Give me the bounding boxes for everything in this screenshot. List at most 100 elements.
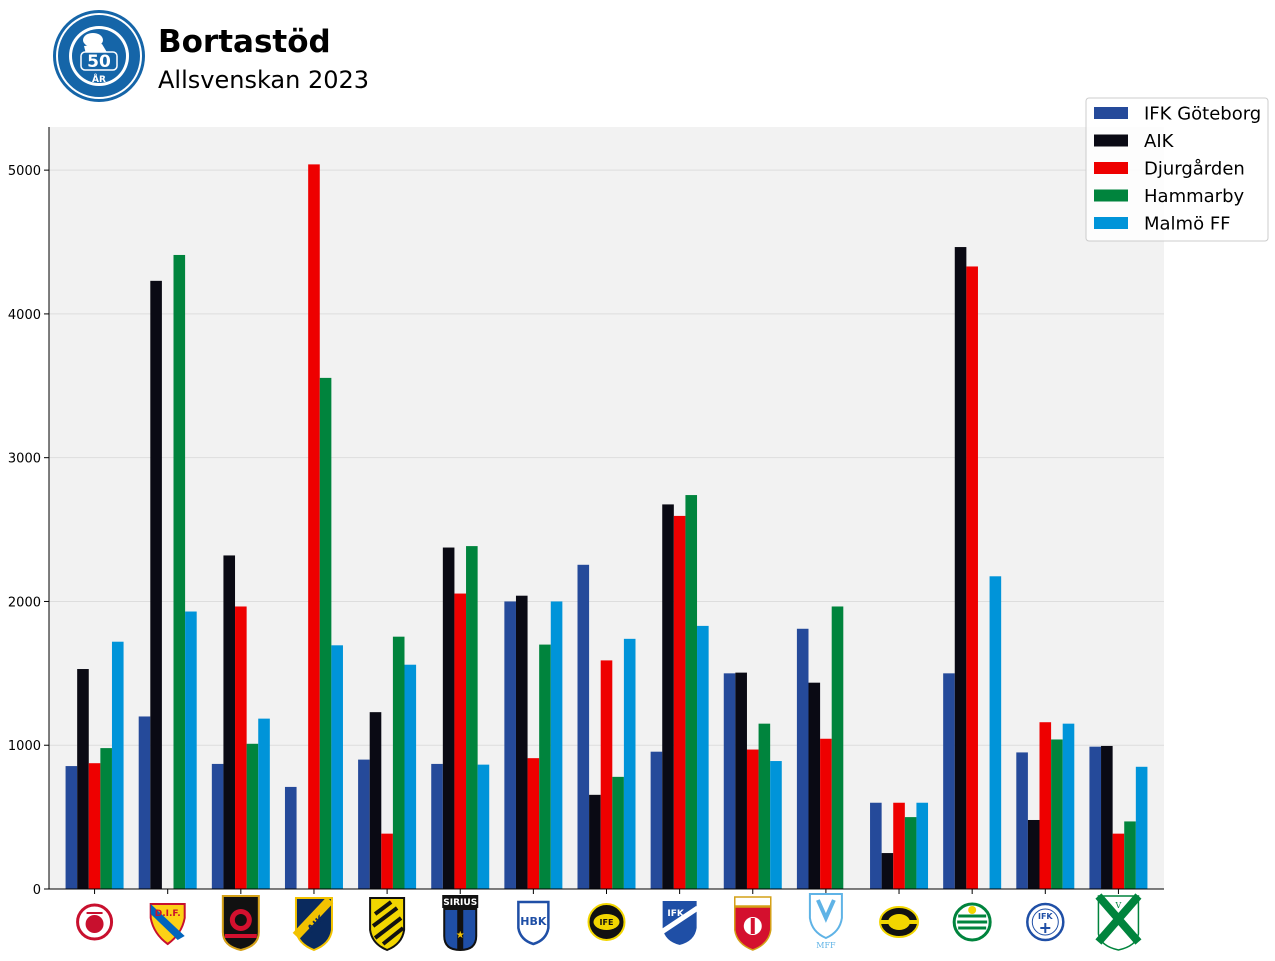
bar-0a0a14-2: [223, 555, 236, 889]
legend-swatch: [1094, 189, 1128, 202]
bar-254a9a-7: [577, 564, 590, 889]
legend-swatch: [1094, 162, 1128, 174]
bar-ee0000-12: [966, 266, 978, 889]
aik-crest-icon: AIK: [292, 896, 334, 952]
bar-0a0a14-1: [150, 280, 162, 889]
svg-text:IFE: IFE: [600, 918, 614, 927]
bar-00843d-8: [685, 495, 698, 889]
legend-label: IFK Göteborg: [1144, 104, 1261, 125]
bar-0a0a14-10: [808, 682, 821, 889]
degerfors-crest-icon: [734, 896, 772, 951]
bar-0a0a14-11: [881, 853, 894, 889]
legend-swatch: [1094, 217, 1128, 229]
bar-254a9a-5: [431, 763, 443, 889]
bar-0094d9-4: [404, 664, 417, 889]
bar-00843d-9: [758, 723, 771, 889]
bar-ee0000-10: [820, 738, 832, 889]
svg-text:HBK: HBK: [520, 915, 547, 928]
bar-254a9a-11: [870, 802, 882, 889]
bar-ee0000-11: [893, 802, 905, 889]
bar-0a0a14-12: [954, 247, 967, 889]
legend-label: Hammarby: [1144, 186, 1244, 207]
bar-00843d-1: [173, 254, 186, 889]
bar-ee0000-6: [527, 758, 540, 889]
bar-0094d9-7: [623, 638, 636, 889]
y-axis-ticks: 0 1000 2000 3000 4000 5000: [8, 164, 49, 898]
bar-ee0000-2: [235, 606, 247, 889]
sirius-crest-icon: SIRIUS ★: [442, 895, 479, 952]
bar-0a0a14-8: [662, 504, 674, 889]
varbergs-bois-crest-icon: V: [1095, 893, 1142, 951]
bar-0094d9-0: [111, 641, 124, 889]
bar-254a9a-3: [284, 786, 297, 889]
chart-subtitle: Allsvenskan 2023: [158, 66, 369, 94]
malmo-ff-crest-icon: MFF: [808, 893, 843, 950]
bar-254a9a-1: [138, 716, 151, 889]
bar-254a9a-8: [650, 751, 663, 889]
bar-0a0a14-7: [589, 794, 601, 889]
bar-254a9a-10: [796, 628, 809, 889]
bar-00843d-2: [246, 743, 259, 889]
bar-0094d9-13: [1062, 723, 1075, 889]
bar-0094d9-14: [1135, 766, 1148, 889]
brommapojkarna-crest-icon: [221, 895, 260, 952]
chart-title: Bortastöd: [158, 24, 331, 60]
supporterklubben-anglarna-logo-icon: 50 ÅR: [53, 10, 145, 102]
bar-00843d-10: [831, 606, 844, 889]
bar-0094d9-5: [477, 764, 490, 889]
bar-00843d-14: [1124, 821, 1136, 889]
bar-254a9a-9: [723, 673, 736, 889]
bar-00843d-7: [612, 776, 624, 889]
bar-0a0a14-6: [515, 595, 528, 889]
ifk-varnamo-crest-icon: IFK: [1026, 902, 1065, 942]
svg-text:ÅR: ÅR: [92, 74, 106, 85]
hammarby-crest-icon: [952, 902, 992, 942]
bar-0094d9-12: [989, 576, 1002, 889]
bar-00843d-6: [539, 644, 551, 889]
bar-254a9a-4: [358, 759, 370, 889]
kalmar-ff-crest-icon: [76, 903, 114, 941]
bar-254a9a-13: [1016, 752, 1028, 889]
bar-0094d9-2: [258, 718, 270, 889]
bar-0a0a14-0: [77, 669, 89, 889]
bar-254a9a-0: [65, 766, 78, 889]
svg-text:50: 50: [87, 52, 111, 72]
bar-00843d-0: [100, 748, 112, 889]
bar-ee0000-9: [746, 749, 759, 889]
bar-0094d9-8: [697, 625, 709, 889]
bar-0a0a14-4: [369, 712, 382, 889]
legend: IFK Göteborg AIK Djurgården Hammarby Malmö F…: [1085, 97, 1269, 242]
hacken-crest-icon: [369, 897, 406, 952]
y-tick-label: 4000: [8, 308, 41, 323]
svg-text:★: ★: [456, 930, 465, 941]
svg-text:V: V: [1115, 901, 1122, 910]
bar-0a0a14-9: [735, 672, 747, 889]
legend-label: Malmö FF: [1144, 214, 1231, 235]
bar-ee0000-13: [1039, 722, 1052, 889]
halmstad-crest-icon: HBK: [517, 900, 550, 946]
bar-ee0000-14: [1112, 833, 1125, 889]
bar-ee0000-8: [673, 515, 686, 889]
bar-0094d9-6: [550, 601, 563, 889]
bar-0094d9-3: [331, 645, 343, 889]
bar-00843d-11: [904, 817, 917, 889]
svg-text:IFK: IFK: [1038, 912, 1053, 921]
bar-ee0000-7: [600, 660, 613, 889]
bar-0a0a14-13: [1027, 819, 1040, 889]
x-axis-ticks: D.I.F. AIK SIRIUS ★ HBK IFE IFK MFF IFK V: [76, 889, 1142, 952]
bar-00843d-5: [466, 546, 478, 889]
svg-text:D.I.F.: D.I.F.: [155, 909, 181, 919]
svg-text:IFK: IFK: [667, 909, 684, 919]
bar-0094d9-1: [185, 611, 197, 889]
bar-00843d-4: [392, 636, 405, 889]
bar-254a9a-6: [504, 601, 516, 889]
bars: [65, 164, 1148, 890]
mjallby-crest-icon: [879, 906, 920, 938]
y-tick-label: 0: [33, 883, 41, 898]
bar-ee0000-4: [381, 833, 393, 889]
svg-text:MFF: MFF: [816, 941, 836, 950]
bar-0a0a14-14: [1101, 745, 1113, 889]
ifk-norrkoping-crest-icon: IFK: [660, 899, 700, 948]
djurgarden-crest-icon: D.I.F.: [149, 903, 186, 946]
